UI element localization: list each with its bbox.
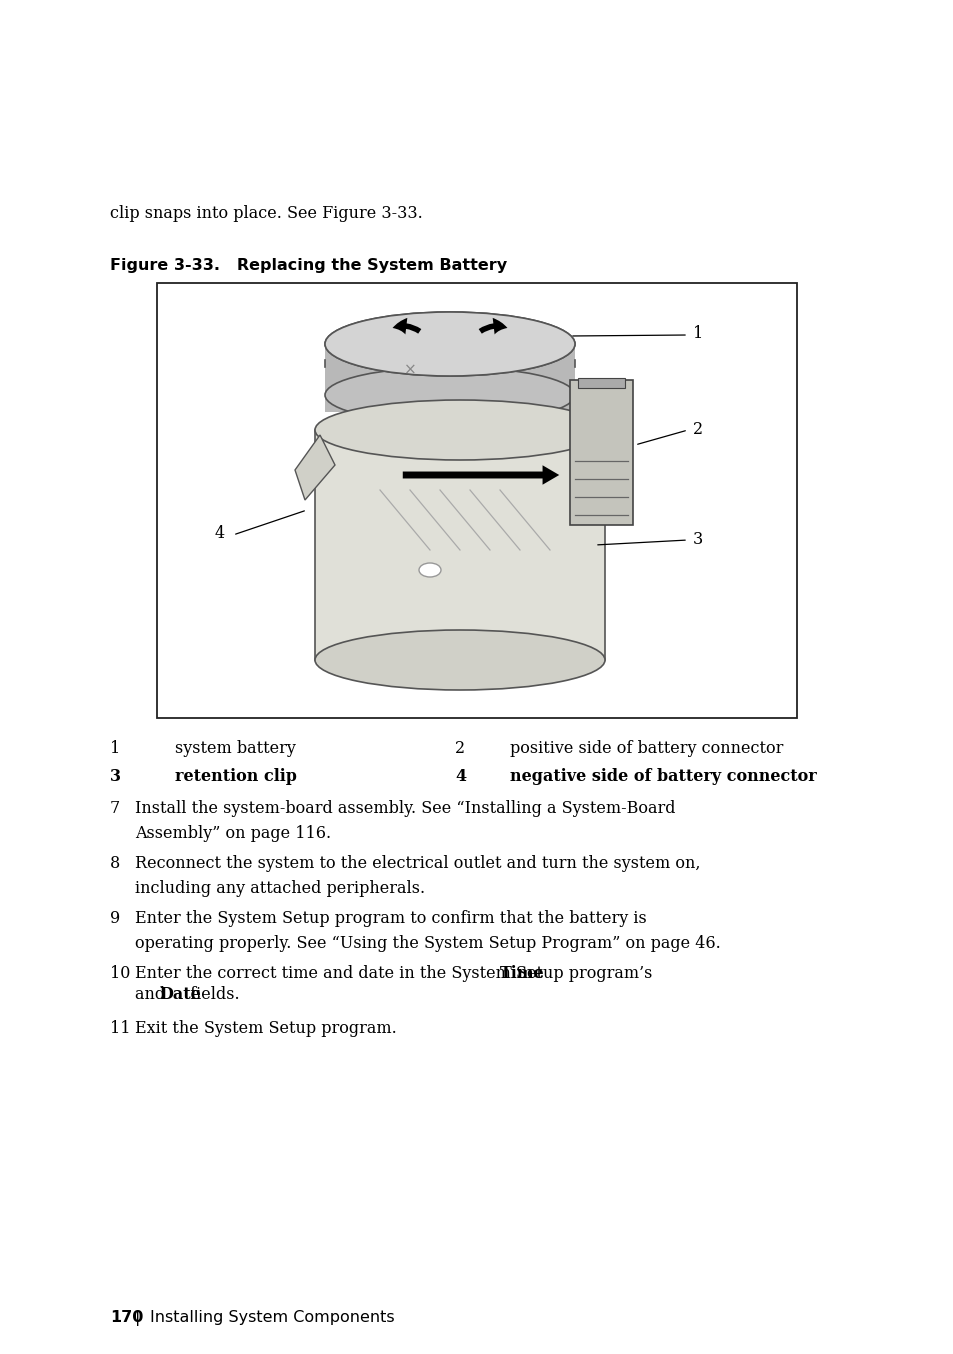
FancyArrowPatch shape: [393, 318, 421, 334]
Text: positive side of battery connector: positive side of battery connector: [510, 741, 782, 757]
Ellipse shape: [325, 311, 575, 376]
Ellipse shape: [345, 405, 575, 455]
Text: 3: 3: [692, 531, 702, 547]
FancyArrowPatch shape: [402, 466, 558, 485]
Text: retention clip: retention clip: [174, 768, 296, 785]
Text: Enter the System Setup program to confirm that the battery is
operating properly: Enter the System Setup program to confir…: [135, 910, 720, 952]
Ellipse shape: [418, 563, 440, 577]
Ellipse shape: [314, 630, 604, 691]
Text: 4: 4: [455, 768, 466, 785]
Text: 11: 11: [110, 1020, 131, 1037]
Text: |: |: [135, 1311, 140, 1326]
Text: Exit the System Setup program.: Exit the System Setup program.: [135, 1020, 396, 1037]
FancyArrowPatch shape: [478, 318, 507, 334]
Text: Figure 3-33.   Replacing the System Battery: Figure 3-33. Replacing the System Batter…: [110, 259, 507, 274]
Bar: [578, 378, 624, 389]
Text: 3: 3: [110, 768, 121, 785]
Text: 8: 8: [110, 854, 120, 872]
Text: 10: 10: [110, 965, 131, 982]
Text: 7: 7: [110, 800, 120, 816]
Text: fields.: fields.: [185, 986, 240, 1003]
Text: 2: 2: [692, 421, 702, 437]
Bar: [335, 435, 584, 645]
Polygon shape: [294, 435, 335, 500]
Text: 1: 1: [692, 325, 702, 343]
Bar: [569, 380, 633, 525]
Text: Enter the correct time and date in the System Setup program’s: Enter the correct time and date in the S…: [135, 965, 657, 982]
Text: clip snaps into place. See Figure 3-33.: clip snaps into place. See Figure 3-33.: [110, 204, 422, 222]
Ellipse shape: [314, 399, 604, 460]
Ellipse shape: [325, 367, 575, 422]
Text: Reconnect the system to the electrical outlet and turn the system on,
including : Reconnect the system to the electrical o…: [135, 854, 700, 898]
Text: Enter the correct time and date in the System Setup program’s: Enter the correct time and date in the S…: [135, 965, 657, 982]
Ellipse shape: [325, 311, 575, 376]
Text: 4: 4: [214, 525, 225, 543]
Bar: [325, 349, 575, 412]
Text: and: and: [135, 986, 170, 1003]
Bar: [314, 431, 604, 659]
Text: Installing System Components: Installing System Components: [150, 1311, 395, 1326]
Text: Install the system-board assembly. See “Installing a System-Board
Assembly” on p: Install the system-board assembly. See “…: [135, 800, 675, 842]
Text: 170: 170: [110, 1311, 143, 1326]
Text: 9: 9: [110, 910, 120, 927]
Text: negative side of battery connector: negative side of battery connector: [510, 768, 816, 785]
Bar: [157, 283, 796, 718]
Text: system battery: system battery: [174, 741, 295, 757]
Text: 2: 2: [455, 741, 465, 757]
Text: 1: 1: [110, 741, 120, 757]
Text: ×: ×: [403, 363, 416, 378]
Text: Time: Time: [499, 965, 543, 982]
Text: Date: Date: [159, 986, 200, 1003]
